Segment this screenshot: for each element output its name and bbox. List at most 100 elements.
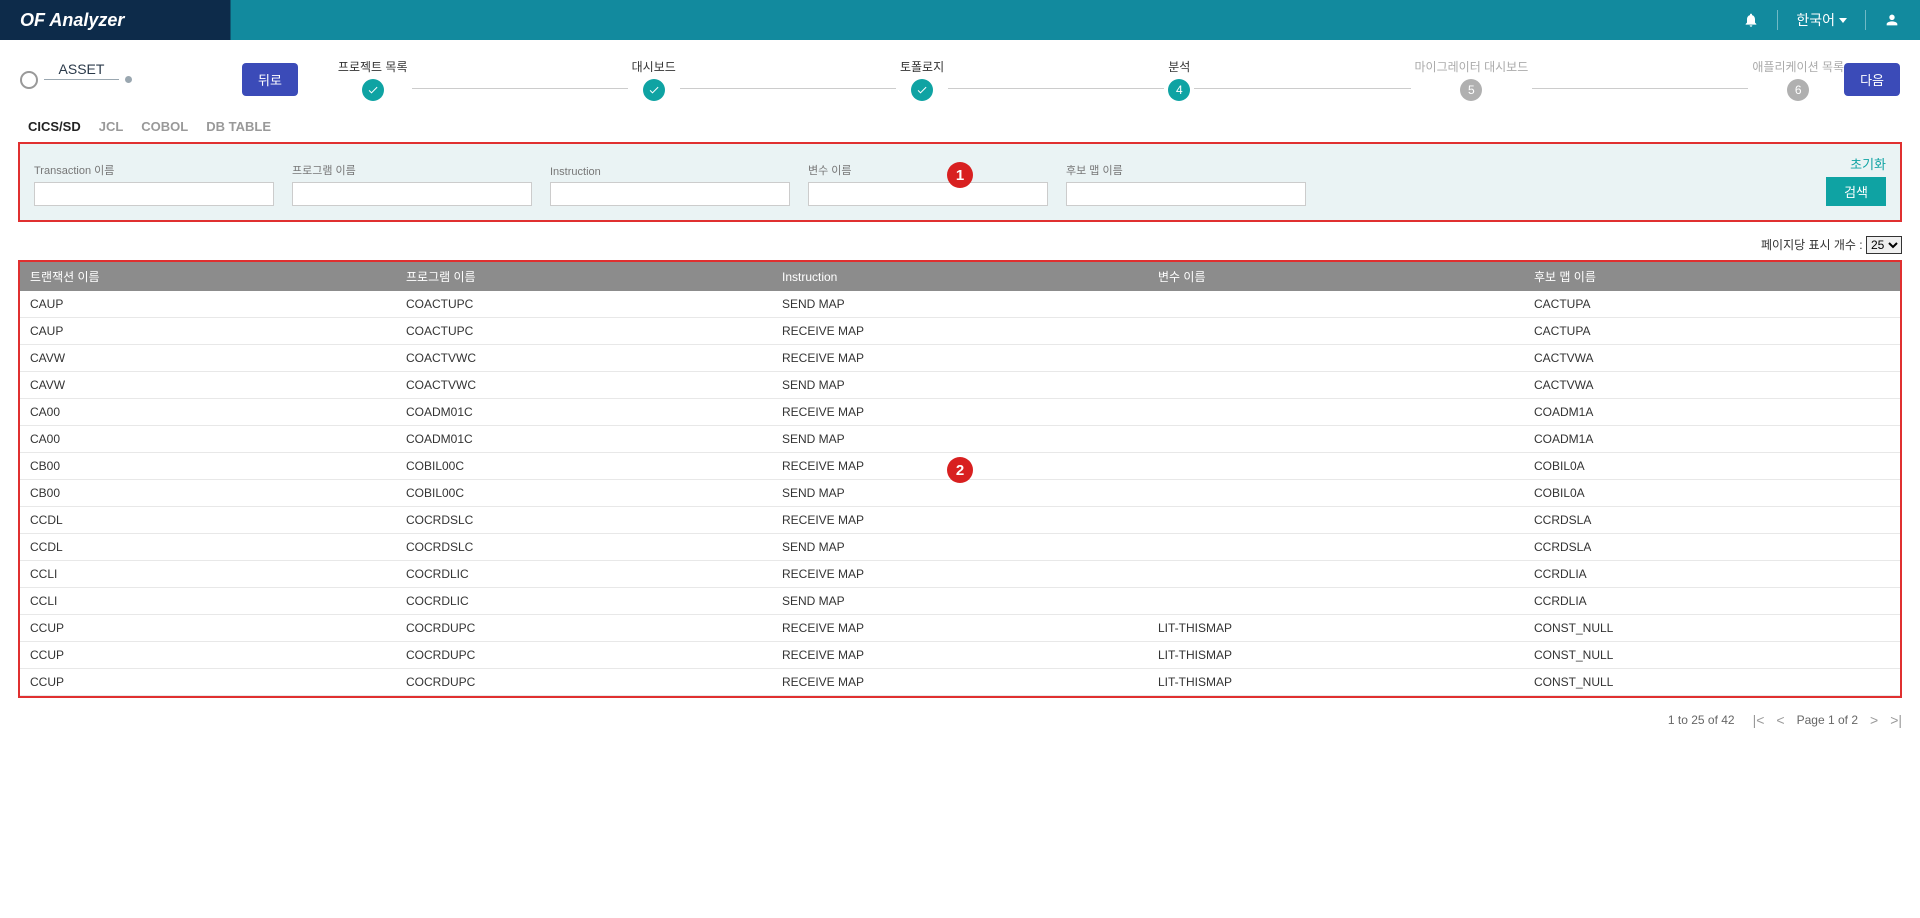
asset-radio[interactable]: [20, 71, 38, 89]
app-logo: OF Analyzer: [20, 10, 124, 31]
table-cell: [1148, 372, 1524, 399]
toolbar: ASSET 뒤로 프로젝트 목록 대시보드 토폴로지 분석 4 마이그레이터 대…: [0, 40, 1920, 111]
table-cell: COADM01C: [396, 399, 772, 426]
table-cell: CAUP: [20, 291, 396, 318]
table-row[interactable]: CA00COADM01CSEND MAPCOADM1A: [20, 426, 1900, 453]
tab-cics-sd[interactable]: CICS/SD: [28, 119, 81, 138]
table-cell: CB00: [20, 453, 396, 480]
table-cell: [1148, 588, 1524, 615]
table-cell: LIT-THISMAP: [1148, 642, 1524, 669]
step-circle-done[interactable]: [362, 79, 384, 101]
prev-page-button[interactable]: <: [1776, 712, 1784, 728]
header-separator: [1865, 10, 1866, 30]
table-cell: CCRDLIA: [1524, 588, 1900, 615]
tab-db-table[interactable]: DB TABLE: [206, 119, 271, 138]
variable-input[interactable]: [808, 182, 1048, 206]
table-cell: CCLI: [20, 588, 396, 615]
table-row[interactable]: CCUPCOCRDUPCRECEIVE MAPLIT-THISMAPCONST_…: [20, 642, 1900, 669]
table-cell: LIT-THISMAP: [1148, 669, 1524, 696]
table-cell: CCUP: [20, 669, 396, 696]
table-cell: CA00: [20, 399, 396, 426]
table-cell: RECEIVE MAP: [772, 669, 1148, 696]
step-circle-pending[interactable]: 6: [1787, 79, 1809, 101]
table-cell: RECEIVE MAP: [772, 507, 1148, 534]
tab-cobol[interactable]: COBOL: [141, 119, 188, 138]
table-row[interactable]: CAVWCOACTVWCRECEIVE MAPCACTVWA: [20, 345, 1900, 372]
table-row[interactable]: CCUPCOCRDUPCRECEIVE MAPLIT-THISMAPCONST_…: [20, 615, 1900, 642]
table-row[interactable]: CA00COADM01CRECEIVE MAPCOADM1A: [20, 399, 1900, 426]
col-transaction[interactable]: 트랜잭션 이름: [20, 262, 396, 291]
table-row[interactable]: CCLICOCRDLICSEND MAP CCRDLIA: [20, 588, 1900, 615]
col-program[interactable]: 프로그램 이름: [396, 262, 772, 291]
step-circle-pending[interactable]: 5: [1460, 79, 1482, 101]
candidate-label: 후보 맵 이름: [1066, 162, 1306, 178]
transaction-input[interactable]: [34, 182, 274, 206]
last-page-button[interactable]: >|: [1890, 712, 1902, 728]
table-row[interactable]: CAUPCOACTUPCSEND MAPCACTUPA: [20, 291, 1900, 318]
table-row[interactable]: CAUPCOACTUPCRECEIVE MAPCACTUPA: [20, 318, 1900, 345]
caret-down-icon: [1839, 18, 1847, 23]
transaction-label: Transaction 이름: [34, 162, 274, 178]
table-cell: SEND MAP: [772, 534, 1148, 561]
header-separator: [1777, 10, 1778, 30]
app-header: OF Analyzer 한국어: [0, 0, 1920, 40]
table-cell: CONST_NULL: [1524, 642, 1900, 669]
search-button[interactable]: 검색: [1826, 177, 1886, 206]
table-cell: SEND MAP: [772, 426, 1148, 453]
user-icon[interactable]: [1884, 12, 1900, 28]
tab-jcl[interactable]: JCL: [99, 119, 124, 138]
asset-dot: [125, 76, 132, 83]
bell-icon[interactable]: [1743, 12, 1759, 28]
table-cell: COCRDLIC: [396, 561, 772, 588]
table-row[interactable]: CCLICOCRDLICRECEIVE MAPCCRDLIA: [20, 561, 1900, 588]
step-circle-done[interactable]: [911, 79, 933, 101]
page-size-label: 페이지당 표시 개수 :: [1761, 238, 1863, 252]
table-row[interactable]: CCDLCOCRDSLCSEND MAPCCRDSLA: [20, 534, 1900, 561]
step-circle-current[interactable]: 4: [1168, 79, 1190, 101]
next-button[interactable]: 다음: [1844, 63, 1900, 96]
step-indicator: 프로젝트 목록 대시보드 토폴로지 분석 4 마이그레이터 대시보드 5 애플리…: [338, 58, 1844, 101]
pagination: 1 to 25 of 42 |< < Page 1 of 2 > >|: [18, 712, 1902, 728]
table-row[interactable]: CCDLCOCRDSLCRECEIVE MAPCCRDSLA: [20, 507, 1900, 534]
table-cell: CONST_NULL: [1524, 669, 1900, 696]
step-label: 토폴로지: [900, 58, 944, 75]
col-candidate[interactable]: 후보 맵 이름: [1524, 262, 1900, 291]
first-page-button[interactable]: |<: [1753, 712, 1765, 728]
program-input[interactable]: [292, 182, 532, 206]
back-button[interactable]: 뒤로: [242, 63, 298, 96]
tabs: CICS/SD JCL COBOL DB TABLE: [0, 111, 1920, 138]
table-row[interactable]: CCUPCOCRDUPCRECEIVE MAPLIT-THISMAPCONST_…: [20, 669, 1900, 696]
table-cell: COACTVWC: [396, 372, 772, 399]
table-cell: CAVW: [20, 372, 396, 399]
step-label: 마이그레이터 대시보드: [1415, 58, 1529, 75]
table-cell: COCRDLIC: [396, 588, 772, 615]
table-cell: RECEIVE MAP: [772, 615, 1148, 642]
table-cell: [1148, 534, 1524, 561]
annotation-badge-2: 2: [947, 457, 973, 483]
table-cell: RECEIVE MAP: [772, 642, 1148, 669]
page-size-select[interactable]: 25: [1866, 236, 1902, 254]
col-instruction[interactable]: Instruction: [772, 262, 1148, 291]
table-cell: COACTUPC: [396, 318, 772, 345]
instruction-label: Instruction: [550, 166, 790, 178]
col-variable[interactable]: 변수 이름: [1148, 262, 1524, 291]
candidate-input[interactable]: [1066, 182, 1306, 206]
table-row[interactable]: CB00COBIL00CSEND MAPCOBIL0A: [20, 480, 1900, 507]
table-cell: [1148, 426, 1524, 453]
table-cell: SEND MAP: [772, 372, 1148, 399]
table-cell: COBIL00C: [396, 480, 772, 507]
reset-link[interactable]: 초기화: [1850, 154, 1886, 173]
table-cell: [1148, 291, 1524, 318]
step-circle-done[interactable]: [643, 79, 665, 101]
data-table-wrapper: 2 트랜잭션 이름 프로그램 이름 Instruction 변수 이름 후보 맵…: [18, 260, 1902, 698]
asset-label: ASSET: [59, 61, 105, 77]
next-page-button[interactable]: >: [1870, 712, 1878, 728]
table-cell: SEND MAP: [772, 588, 1148, 615]
table-cell: [1148, 345, 1524, 372]
table-cell: COBIL0A: [1524, 480, 1900, 507]
table-cell: CCUP: [20, 642, 396, 669]
table-cell: COBIL0A: [1524, 453, 1900, 480]
language-selector[interactable]: 한국어: [1796, 10, 1847, 30]
table-row[interactable]: CAVWCOACTVWCSEND MAPCACTVWA: [20, 372, 1900, 399]
instruction-input[interactable]: [550, 182, 790, 206]
